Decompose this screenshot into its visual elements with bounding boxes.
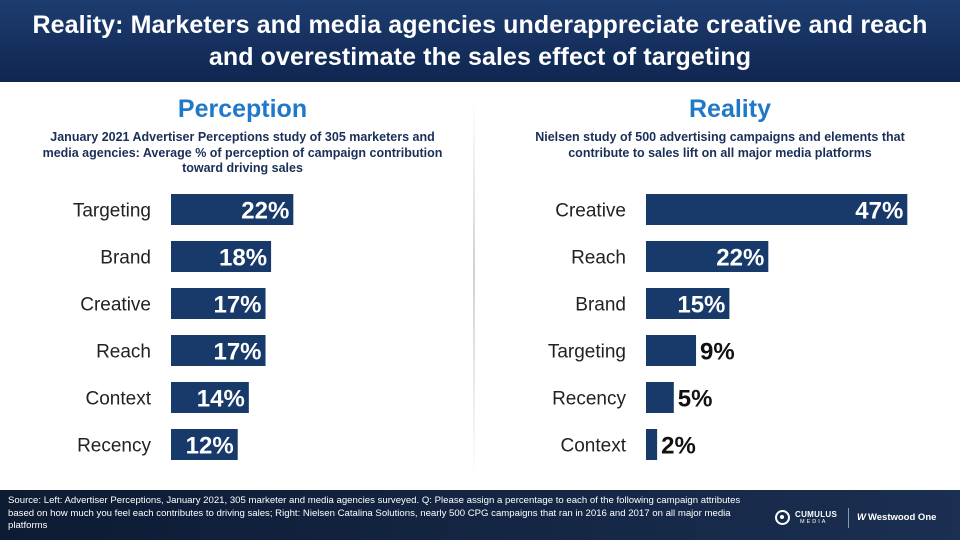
perception-bar-creative [171, 288, 266, 319]
reality-label-recency: Recency [552, 389, 626, 410]
reality-value-reach: 22% [716, 245, 764, 272]
perception-label-targeting: Targeting [73, 201, 151, 222]
panel-divider [473, 100, 475, 480]
reality-label-reach: Reach [571, 248, 626, 269]
reality-value-recency: 5% [678, 386, 713, 413]
reality-bar-targeting [646, 335, 697, 366]
reality-title: Reality [689, 95, 771, 123]
perception-bar-context [171, 382, 249, 413]
bar-charts: Targeting 22% Brand 18% Creative 17% Reach 17% C… [73, 194, 908, 460]
perception-label-recency: Recency [77, 436, 151, 457]
slide-title: Reality: Marketers and media agencies un… [32, 11, 928, 71]
reality-label-targeting: Targeting [548, 342, 626, 363]
cumulus-media-text: MEDIA [800, 519, 828, 525]
reality-label-context: Context [561, 436, 627, 457]
perception-value-brand: 18% [219, 245, 267, 272]
westwood-mark-icon: W [857, 512, 866, 523]
cumulus-logo-text: CUMULUS [795, 510, 838, 519]
reality-value-context: 2% [661, 433, 696, 460]
reality-bar-brand [646, 288, 730, 319]
reality-value-targeting: 9% [700, 339, 735, 366]
perception-label-creative: Creative [80, 295, 151, 316]
perception-bar-reach [171, 335, 266, 366]
perception-chart: Targeting 22% Brand 18% Creative 17% Reach 17% C… [73, 194, 294, 460]
perception-label-brand: Brand [100, 248, 151, 269]
footer-bar: Source: Left: Advertiser Perceptions, Ja… [0, 490, 960, 540]
perception-bar-brand [171, 241, 272, 272]
perception-bar-recency [171, 429, 238, 460]
cumulus-logo-icon [775, 510, 790, 525]
reality-label-brand: Brand [575, 295, 626, 316]
reality-bar-reach [646, 241, 769, 272]
reality-value-brand: 15% [677, 292, 725, 319]
logo-separator [848, 508, 849, 528]
perception-title: Perception [177, 95, 308, 123]
reality-value-creative: 47% [855, 198, 903, 225]
perception-value-reach: 17% [213, 339, 261, 366]
reality-label-creative: Creative [555, 201, 626, 222]
reality-bar-context [646, 429, 658, 460]
source-note: Source: Left: Advertiser Perceptions, Ja… [8, 495, 741, 531]
reality-bar-recency [646, 382, 674, 413]
perception-value-recency: 12% [186, 433, 234, 460]
perception-label-reach: Reach [96, 342, 151, 363]
reality-chart: Creative 47% Reach 22% Brand 15% Targeting 9% Re… [548, 194, 908, 460]
perception-value-targeting: 22% [241, 198, 289, 225]
perception-bar-targeting [171, 194, 294, 225]
perception-value-creative: 17% [213, 292, 261, 319]
reality-subtitle: Nielsen study of 500 advertising campaig… [535, 130, 905, 160]
perception-label-context: Context [86, 389, 152, 410]
header-banner: Reality: Marketers and media agencies un… [0, 0, 960, 82]
perception-subtitle: January 2021 Advertiser Perceptions stud… [42, 130, 443, 175]
westwood-one-text: Westwood One [867, 512, 937, 523]
westwood-one-logo: W Westwood One [857, 512, 936, 523]
reality-bar-creative [646, 194, 908, 225]
perception-value-context: 14% [197, 386, 245, 413]
